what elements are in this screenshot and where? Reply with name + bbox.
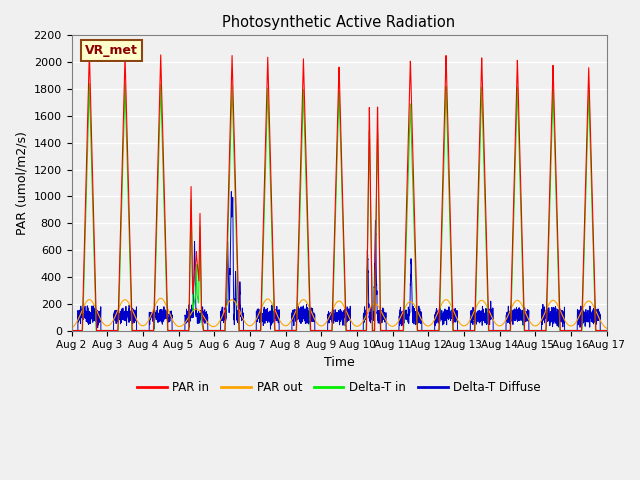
Legend: PAR in, PAR out, Delta-T in, Delta-T Diffuse: PAR in, PAR out, Delta-T in, Delta-T Dif… <box>132 376 546 398</box>
Text: VR_met: VR_met <box>85 44 138 57</box>
X-axis label: Time: Time <box>324 356 355 369</box>
Y-axis label: PAR (umol/m2/s): PAR (umol/m2/s) <box>15 131 28 235</box>
Title: Photosynthetic Active Radiation: Photosynthetic Active Radiation <box>223 15 456 30</box>
